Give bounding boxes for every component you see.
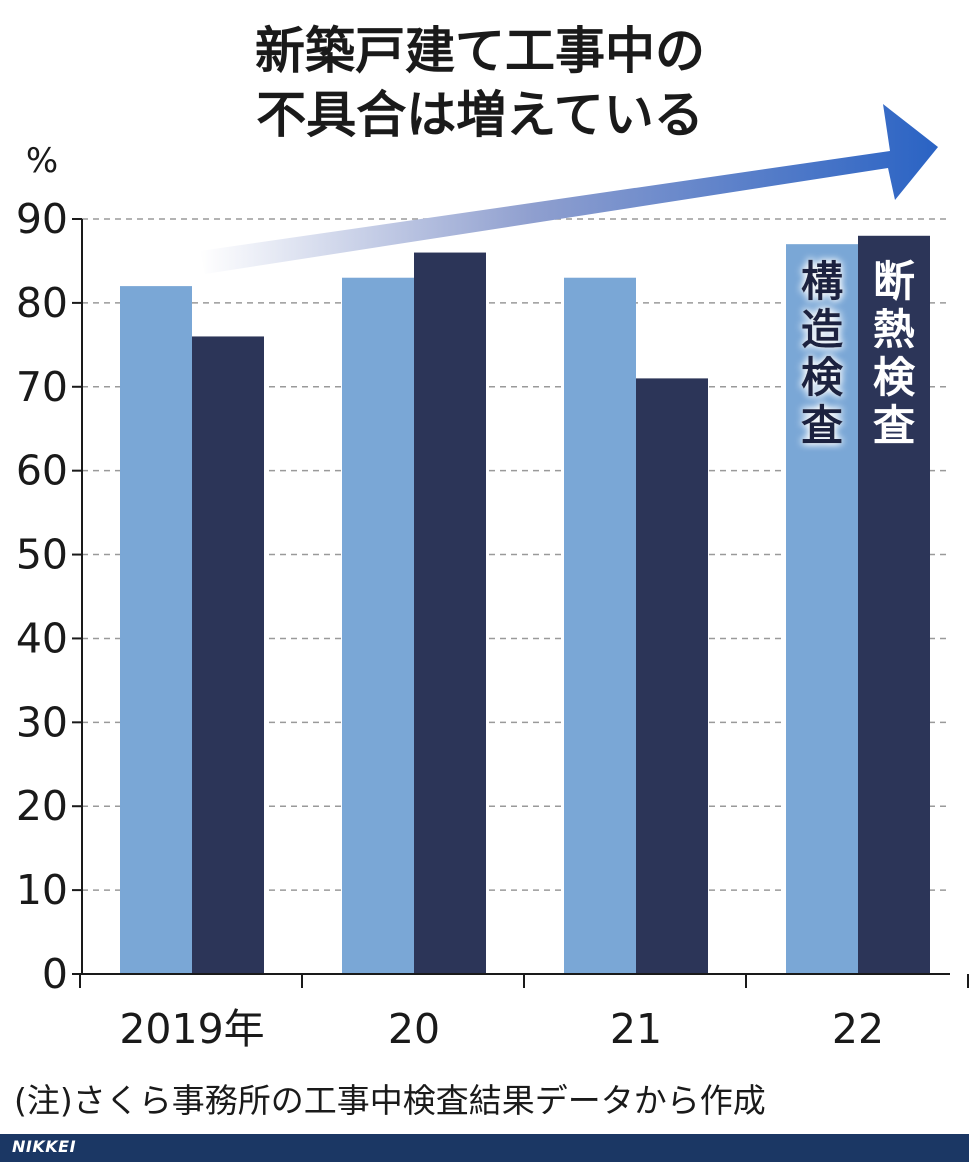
bars [120,235,930,975]
bar-insulation-2 [636,378,708,974]
nikkei-logo: NIKKEI [12,1137,77,1156]
legend-char: 検 [873,353,916,402]
y-tick-label: 40 [16,614,68,662]
footer-bar: NIKKEI [0,1134,969,1162]
bar-structural-0 [120,286,192,975]
x-tick-label: 2019年 [119,1005,264,1053]
chart-title-line-2: 不具合は増えている [256,86,704,144]
y-tick-label: 30 [16,698,68,746]
y-axis-unit: % [26,141,58,181]
y-tick-label: 80 [16,279,68,327]
y-tick-label: 50 [16,531,68,579]
y-tick-label: 20 [16,782,68,830]
bar-structural-2 [564,277,636,974]
bar-insulation-1 [414,252,486,975]
bar-insulation-0 [192,336,264,974]
legend-char: 査 [873,401,915,450]
x-tick-label: 21 [610,1005,662,1053]
chart-title-line-1: 新築戸建て工事中の [255,22,705,80]
chart: 新築戸建て工事中の 不具合は増えている % 0 10 20 30 40 50 60 70 80 9… [14,22,969,1120]
trend-arrow [200,104,938,274]
legend-char: 構 [801,257,843,306]
y-tick-label: 60 [16,447,68,495]
legend-char: 造 [801,305,843,354]
bar-structural-1 [342,277,414,974]
legend-char: 検 [801,353,844,402]
y-tick-labels: 0 10 20 30 40 50 60 70 80 90 [16,195,68,998]
x-tick-label: 22 [832,1005,884,1053]
legend-char: 断 [873,257,915,306]
bar-insulation-3 [858,235,930,974]
source-note: (注)さくら事務所の工事中検査結果データから作成 [14,1081,766,1120]
legend-char: 査 [801,401,843,450]
y-tick-label: 90 [16,195,68,243]
bar-structural-3 [786,244,858,974]
y-tick-label: 10 [16,866,68,914]
x-tick-label: 20 [388,1005,440,1053]
y-tick-label: 0 [42,950,68,998]
axes [72,218,969,988]
x-tick-labels: 2019年 20 21 22 [119,1005,884,1053]
y-tick-label: 70 [16,363,68,411]
trend-arrow-shape [200,104,938,274]
legend-char: 熱 [873,305,915,354]
